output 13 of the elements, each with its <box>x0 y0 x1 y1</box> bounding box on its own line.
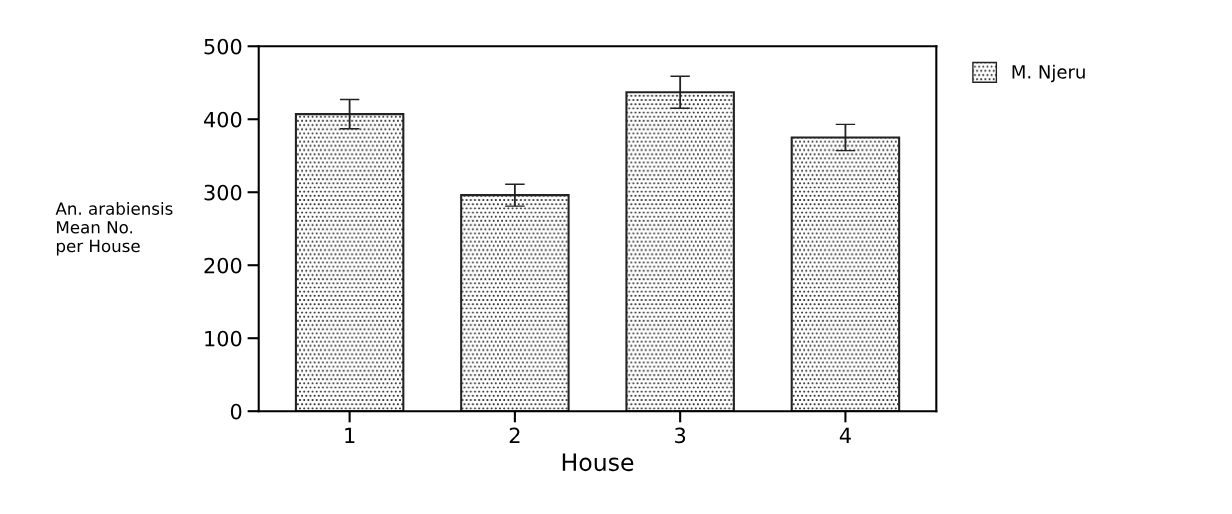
y-tick-label: 400 <box>204 111 242 128</box>
x-tick-label: 2 <box>509 427 520 443</box>
x-tick-label: 3 <box>675 427 686 444</box>
y-tick-label: 0 <box>230 403 242 420</box>
y-tick-label: 500 <box>204 38 242 55</box>
y-tick-label: 200 <box>204 257 242 274</box>
x-tick-label: 4 <box>839 427 851 443</box>
y-tick-label: 300 <box>204 184 242 201</box>
y-axis-title: An. arabiensis Mean No. per House <box>55 202 173 256</box>
x-axis-title: House <box>562 453 634 472</box>
y-tick-label: 100 <box>205 330 242 347</box>
legend-label: M. Njeru <box>1012 64 1085 83</box>
x-tick-label: 1 <box>345 427 355 443</box>
